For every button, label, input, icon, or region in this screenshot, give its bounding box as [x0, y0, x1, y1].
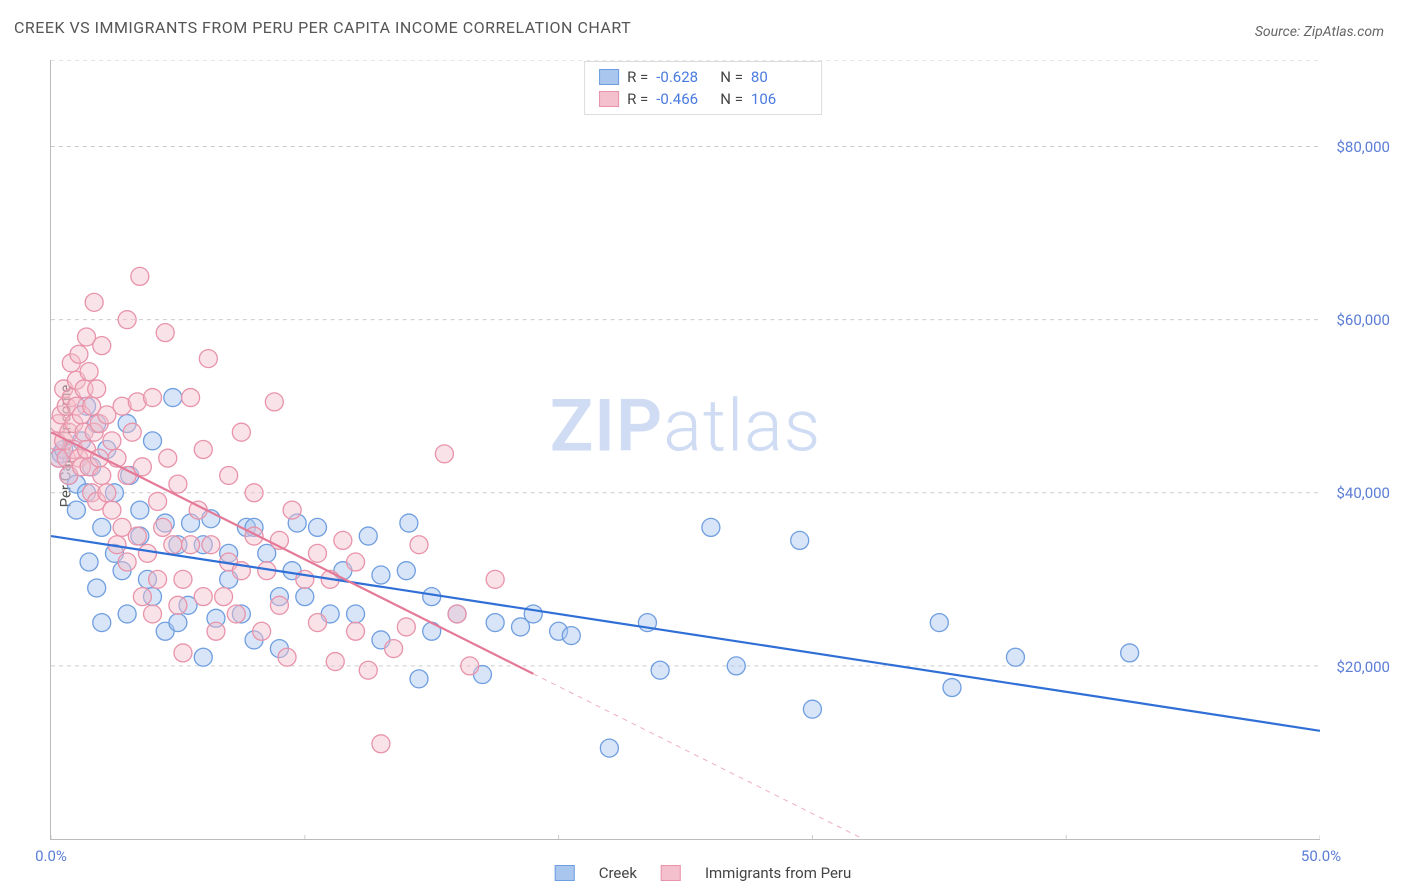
y-tick-label: $80,000 [1324, 138, 1390, 156]
legend-swatch-peru [599, 91, 619, 107]
legend-top-row: R = -0.466 N = 106 [599, 88, 807, 110]
chart-title: CREEK VS IMMIGRANTS FROM PERU PER CAPITA… [14, 18, 631, 37]
chart-container: CREEK VS IMMIGRANTS FROM PERU PER CAPITA… [0, 0, 1406, 892]
legend-r-label: R = [627, 90, 648, 108]
legend-top: R = -0.628 N = 80 R = -0.466 N = 106 [584, 61, 822, 115]
legend-bottom: Creek Immigrants from Peru [555, 864, 852, 882]
regression-layer [51, 60, 1320, 839]
legend-r-label: R = [627, 68, 648, 86]
legend-n-label: N = [720, 90, 743, 108]
legend-r-value-creek: -0.628 [656, 68, 712, 86]
legend-n-value-creek: 80 [751, 68, 807, 86]
source-label: Source: ZipAtlas.com [1255, 24, 1384, 40]
y-tick-label: $20,000 [1324, 658, 1390, 676]
legend-n-value-peru: 106 [751, 90, 807, 108]
legend-label-creek: Creek [599, 864, 637, 882]
x-tick-label: 0.0% [35, 847, 67, 865]
y-tick-label: $60,000 [1324, 311, 1390, 329]
plot-area: ZIPatlas $20,000$40,000$60,000$80,000 0.… [50, 60, 1320, 840]
legend-top-row: R = -0.628 N = 80 [599, 66, 807, 88]
legend-swatch-peru [661, 865, 681, 881]
x-tick-label: 50.0% [1301, 847, 1341, 865]
legend-swatch-creek [555, 865, 575, 881]
legend-label-peru: Immigrants from Peru [705, 864, 851, 882]
y-tick-label: $40,000 [1324, 484, 1390, 502]
legend-n-label: N = [720, 68, 743, 86]
legend-swatch-creek [599, 69, 619, 85]
legend-r-value-peru: -0.466 [656, 90, 712, 108]
